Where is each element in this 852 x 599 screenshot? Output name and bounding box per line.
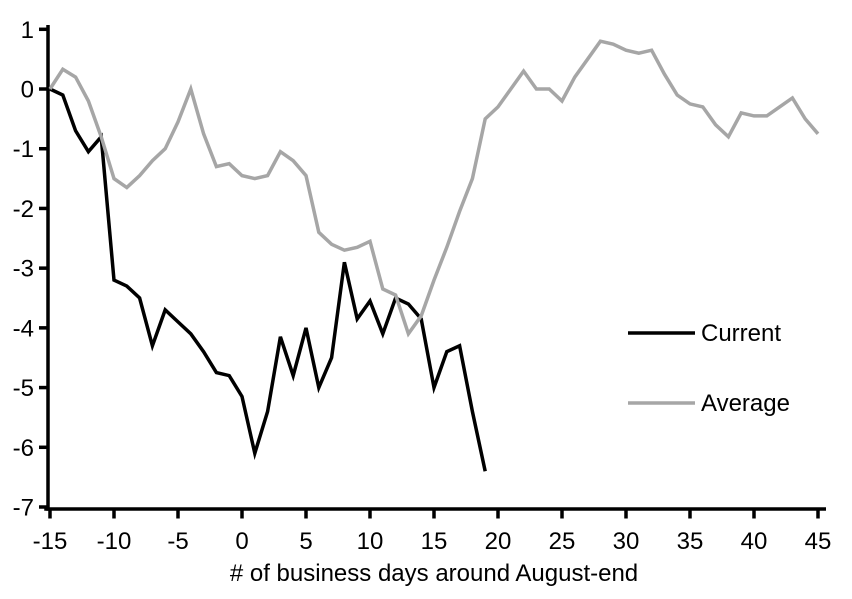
y-tick-label: -7	[13, 495, 34, 522]
x-tick-label: 15	[421, 528, 448, 555]
x-tick-label: -10	[97, 528, 132, 555]
axes: 10-1-2-3-4-5-6-7-15 -10 -5 0 5 10 15 20 25 30 35 40…	[13, 17, 832, 555]
x-tick-label: 10	[357, 528, 384, 555]
x-tick-label: -15	[33, 528, 68, 555]
x-tick-label: 25	[549, 528, 576, 555]
x-tick-label: 5	[299, 528, 312, 555]
x-tick-label: 45	[805, 528, 832, 555]
x-tick-label: 20	[485, 528, 512, 555]
y-tick-label: 0	[21, 77, 34, 104]
legend-label-current: Current	[701, 320, 781, 347]
y-tick-label: -5	[13, 375, 34, 402]
x-tick-label: -5	[167, 528, 188, 555]
y-tick-label: -1	[13, 136, 34, 163]
x-axis-title: # of business days around August-end	[230, 560, 638, 587]
current-line	[49, 87, 487, 472]
x-tick-label: 35	[677, 528, 704, 555]
y-tick-label: 1	[21, 17, 34, 44]
legend: Current Average	[628, 320, 790, 417]
average-line	[48, 39, 820, 338]
y-tick-label: -6	[13, 435, 34, 462]
x-tick-label: 0	[235, 528, 248, 555]
x-tick-label: 30	[613, 528, 640, 555]
series	[48, 39, 820, 472]
x-tick-label: 40	[741, 528, 768, 555]
y-tick-label: -3	[13, 256, 34, 283]
legend-label-average: Average	[701, 390, 790, 417]
y-tick-label: -4	[13, 315, 34, 342]
y-tick-label: -2	[13, 196, 34, 223]
